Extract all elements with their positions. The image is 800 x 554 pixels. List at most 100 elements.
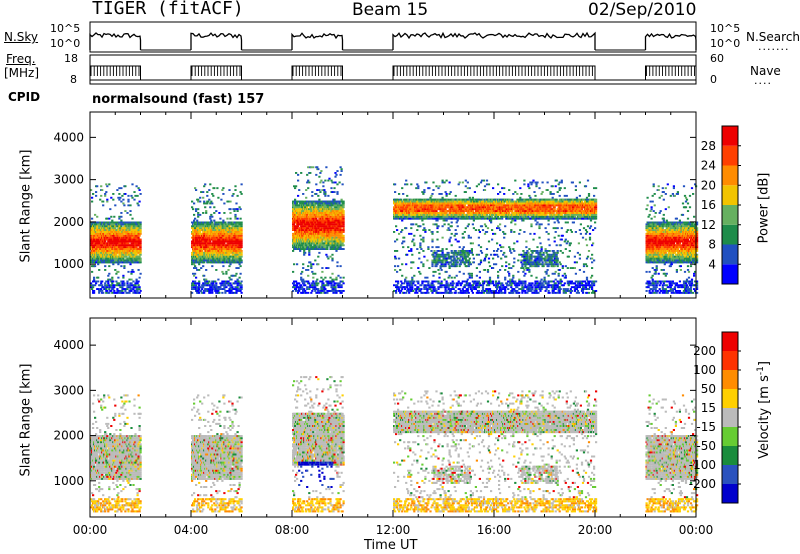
range-cell [114,269,117,271]
range-cell [223,280,226,283]
range-cell [307,215,310,218]
range-cell [425,280,428,283]
range-cell [197,208,200,211]
range-cell [431,265,434,268]
range-cell [393,231,396,233]
range-cell [424,206,427,209]
range-cell [101,284,104,287]
range-cell [342,234,345,237]
range-cell [429,288,432,290]
range-cell [191,251,194,254]
freq-y-bottom: 8 [70,73,77,86]
range-cell [331,234,334,237]
range-cell [333,278,336,281]
range-cell [237,280,240,283]
range-cell [111,276,114,279]
range-cell [93,278,96,281]
range-cell [211,288,214,290]
range-cell [414,202,417,205]
range-cell [315,280,318,283]
range-cell [238,284,241,287]
range-cell [304,251,307,254]
nsky-trace-4 [644,32,697,50]
range-cell [416,248,419,250]
range-cell [240,246,243,249]
range-cell [426,213,429,216]
range-cell [307,274,310,277]
range-cell [191,227,194,230]
range-cell [106,284,109,287]
range-cell [197,259,200,262]
range-cell [215,282,218,285]
range-cell [323,246,326,249]
range-cell [313,210,316,212]
range-cell [314,204,317,207]
range-cell [236,227,239,230]
range-cell [296,263,299,266]
range-cell [412,223,415,226]
range-cell [223,212,226,214]
range-cell [342,227,345,230]
range-cell [195,210,198,212]
range-cell [108,291,111,294]
range-cell [434,288,437,290]
range-cell [107,274,110,277]
range-cell [210,219,213,222]
range-cell [333,284,336,287]
range-cell [397,265,400,268]
range-cell [401,263,404,266]
range-cell [331,257,334,260]
range-cell [215,246,218,249]
range-cell [335,291,338,294]
range-cell [192,272,195,275]
range-cell [334,206,337,209]
range-cell [419,244,422,247]
range-cell [425,181,428,184]
range-cell [199,240,202,243]
range-cell [341,208,344,211]
range-cell [320,276,323,279]
range-cell [91,196,94,199]
range-cell [431,286,434,289]
range-cell [122,274,125,277]
range-cell [130,284,133,287]
range-cell [428,267,431,269]
range-cell [232,193,235,195]
range-cell [134,286,137,289]
range-cell [333,223,336,226]
range-cell [210,200,213,203]
range-cell [292,270,295,273]
range-cell [308,253,311,256]
range-cell [409,286,412,289]
range-cell [120,265,123,268]
range-cell [431,232,434,235]
nave-label: Nave [750,64,781,78]
range-cell [311,194,314,197]
range-cell [240,223,243,226]
range-cell [432,288,435,290]
range-cell [299,288,302,290]
range-cell [405,179,408,182]
range-cell [106,238,109,241]
range-cell [211,202,214,205]
freq-spikes-0 [90,66,140,76]
range-cell [130,278,133,281]
range-cell [91,242,94,245]
range-cell [298,189,301,191]
range-cell [132,280,135,283]
range-cell [93,280,96,283]
range-cell [192,229,195,231]
freq-label-top: Freq. [6,52,36,66]
range-cell [104,265,107,268]
range-cell [194,223,197,226]
range-cell [104,193,107,195]
range-cell [193,246,196,249]
range-cell [117,263,120,266]
range-cell [126,286,129,289]
range-cell [404,288,407,290]
range-cell [432,181,435,184]
range-cell [137,251,140,254]
range-cell [339,246,342,249]
range-cell [95,194,98,197]
range-cell [327,194,330,197]
